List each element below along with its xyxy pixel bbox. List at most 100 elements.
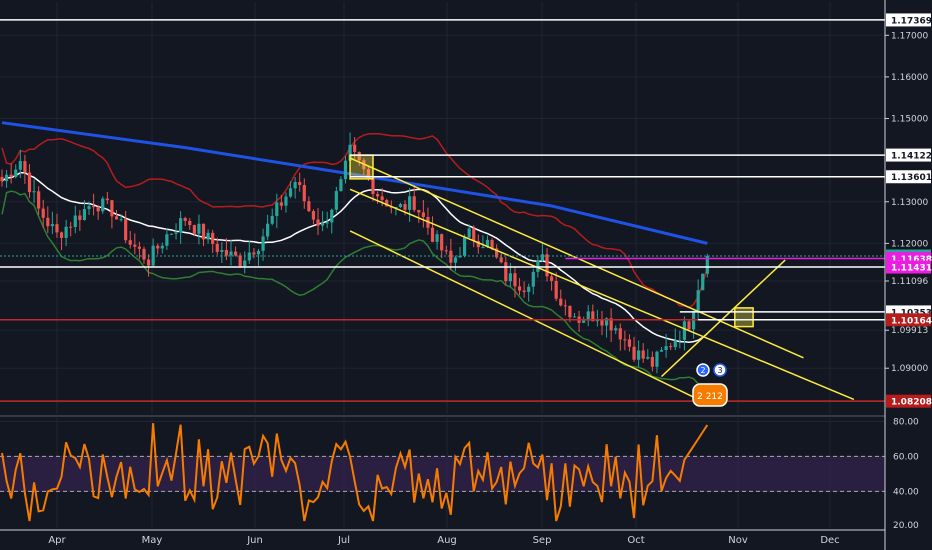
candle-body [266, 223, 270, 237]
candle-body [462, 237, 467, 256]
candle-body [14, 169, 18, 177]
candle-body [206, 232, 210, 240]
candle-body [183, 218, 187, 221]
candle-body [669, 346, 673, 348]
candle-body [655, 351, 659, 367]
candle-body [435, 234, 439, 242]
event-badge-count: 2 [700, 366, 705, 375]
candle-body [591, 311, 595, 322]
candle-body [256, 250, 261, 255]
candle-body [398, 204, 403, 207]
candle-body [641, 350, 645, 359]
candle-body [9, 174, 13, 177]
candle-body [105, 198, 109, 201]
candle-body [673, 340, 677, 348]
candle-body [659, 350, 664, 352]
candle-body [440, 234, 444, 251]
candle-body [637, 350, 641, 360]
candle-body [394, 206, 398, 208]
price-tick-label: 1.09000 [891, 364, 928, 374]
candle-body [417, 209, 421, 213]
candle-body [243, 260, 247, 267]
candle-body [224, 249, 229, 256]
candle-body [188, 220, 192, 226]
candles [0, 132, 709, 374]
time-tick-label: Jun [246, 535, 263, 546]
candle-body [275, 202, 279, 216]
candle-body [453, 257, 458, 263]
candle-body [156, 245, 160, 249]
price-tick-label: 1.17000 [891, 31, 928, 41]
candle-body [490, 239, 494, 249]
rsi-indicator [1, 423, 709, 522]
candle-body [458, 255, 462, 258]
candle-body [92, 206, 96, 208]
candle-body [270, 215, 274, 224]
candle-body [192, 225, 196, 234]
candle-body [82, 209, 87, 220]
candle-body [650, 356, 654, 367]
candle-body [449, 250, 453, 263]
candle-body [284, 196, 288, 206]
price-label-box [886, 170, 931, 184]
candle-body [142, 248, 146, 260]
candle-body [476, 241, 480, 248]
candle-body [4, 174, 9, 182]
price-tick-label: 1.15000 [891, 115, 928, 125]
candle-body [366, 169, 370, 178]
candle-body [146, 259, 151, 266]
price-labels: 1.173691.141221.136011.116961.116381.114… [886, 13, 932, 408]
time-tick-label: Apr [48, 535, 66, 546]
event-badge-count: 2 212 [697, 392, 723, 402]
candle-body [279, 202, 283, 206]
candle-body [343, 160, 348, 180]
candle-body [403, 204, 407, 210]
time-tick-label: Aug [437, 535, 457, 546]
candle-body [444, 250, 448, 252]
candle-body [96, 207, 100, 212]
candle-body [687, 321, 691, 330]
candle-body [233, 251, 238, 256]
price-axis-panel [885, 0, 932, 550]
highlight-box [349, 154, 374, 180]
candle-body [357, 152, 361, 161]
candle-body [527, 286, 531, 292]
time-tick-label: Dec [820, 535, 839, 546]
candle-body [559, 298, 563, 306]
candle-body [627, 339, 632, 347]
candle-body [430, 227, 435, 242]
candle-body [513, 273, 517, 287]
candle-body [59, 232, 64, 238]
candle-body [50, 224, 54, 227]
time-tick-label: May [142, 535, 163, 546]
candle-body [380, 196, 384, 200]
candle-body [160, 245, 164, 249]
price-label: 1.10164 [891, 316, 932, 326]
event-badges: 2 3 2 212 [692, 363, 728, 407]
candle-body [201, 223, 206, 240]
event-badge-group [692, 383, 728, 407]
rsi-tick-label: 20.00 [893, 521, 919, 531]
price-label: 1.17369 [891, 16, 932, 26]
candle-body [531, 271, 535, 287]
candle-body [316, 219, 320, 226]
price-label-box [886, 13, 931, 27]
candle-body [705, 256, 709, 274]
candle-body [174, 232, 178, 234]
candle-body [73, 215, 77, 227]
candle-body [353, 144, 357, 153]
candle-body [508, 273, 512, 282]
candle-body [101, 198, 105, 212]
candle-body [504, 262, 508, 282]
candle-body [522, 290, 526, 292]
candle-body [128, 240, 132, 245]
candle-body [311, 211, 316, 220]
time-tick-label: Jul [337, 535, 350, 546]
price-label: 1.08208 [891, 398, 932, 408]
rsi-line [1, 423, 709, 522]
candle-body [220, 249, 224, 252]
candle-body [165, 234, 169, 246]
price-label-box [886, 313, 931, 327]
candle-body [325, 222, 329, 224]
